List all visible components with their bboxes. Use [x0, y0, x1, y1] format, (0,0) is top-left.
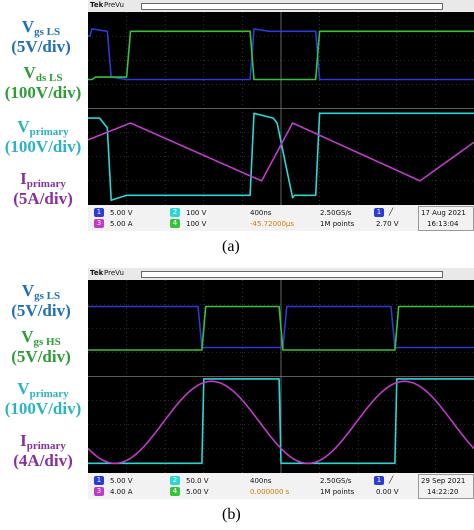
label-vprimary-b-pre: V: [17, 379, 30, 398]
ch4-scale-a: 100 V: [186, 220, 207, 228]
ch1-badge-a: 1: [94, 208, 104, 217]
ch2-scale-a: 100 V: [186, 209, 207, 217]
scope-plot-b: [88, 280, 474, 473]
label-iprimary-b-sub: primary: [26, 440, 66, 452]
trigger-slope-a: ╱: [389, 208, 394, 216]
record-bar-b: [141, 271, 443, 278]
trigger-slope-b: ╱: [389, 476, 394, 484]
mode-b: PreVu: [104, 269, 124, 277]
readout-b: 1 5.00 V 2 50.0 V 3 4.00 A 4 5.00 V 400n…: [88, 473, 474, 499]
offset-b: 0.000000 s: [250, 488, 290, 496]
trace-iprimary: [88, 380, 474, 465]
label-vgs-ls-b-sub: gs LS: [34, 290, 61, 302]
label-vprimary-b: Vprimary (100V/div): [2, 380, 84, 417]
panel-b: Vgs LS (5V/div) Vgs HS (5V/div) Vprimary…: [0, 268, 474, 530]
trace-vgs-hs: [88, 305, 474, 351]
ch2-badge-b: 2: [170, 476, 180, 485]
offset-a: -45.72000μs: [250, 220, 295, 228]
scope-plot-a: [88, 12, 474, 205]
label-vprimary-b-scale: (100V/div): [4, 399, 82, 418]
date-a: 17 Aug 2021: [421, 209, 466, 217]
label-vprimary-a-pre: V: [17, 117, 30, 136]
ch3-scale-a: 5.00 A: [110, 220, 133, 228]
trigger-badge-a: 1: [374, 208, 384, 217]
label-vgs-ls-b: Vgs LS (5V/div): [2, 282, 80, 319]
trace-vds-ls: [88, 30, 474, 81]
scope-topbar-b: Tek PreVu: [88, 268, 474, 280]
label-vgs-hs-b: Vgs HS (5V/div): [2, 328, 80, 365]
ch4-scale-b: 5.00 V: [186, 488, 209, 496]
points-a: 1M points: [320, 220, 355, 228]
label-vgs-hs-b-sub: gs HS: [33, 336, 61, 348]
trace-vgs-ls: [88, 28, 474, 81]
trace-iprimary: [88, 122, 474, 182]
ch2-scale-b: 50.0 V: [186, 477, 209, 485]
record-bar-a: [141, 3, 443, 10]
label-vgs-hs-b-pre: V: [21, 327, 34, 346]
ch4-badge-a: 4: [170, 219, 180, 228]
scope-screen-b: [88, 280, 474, 473]
trace-vprimary: [88, 378, 474, 465]
label-vprimary-b-sub: primary: [29, 388, 69, 400]
label-vprimary-a-sub: primary: [29, 126, 69, 138]
trace-vgs-ls: [88, 305, 474, 349]
label-iprimary-b-scale: (4A/div): [13, 451, 73, 470]
ch2-badge-a: 2: [170, 208, 180, 217]
readout-a: 1 5.00 V 2 100 V 3 5.00 A 4 100 V 400ns …: [88, 205, 474, 231]
label-vgs-ls-b-pre: V: [21, 281, 35, 300]
ch1-scale-a: 5.00 V: [110, 209, 133, 217]
timebase-a: 400ns: [250, 209, 272, 217]
trigger-level-b: 0.00 V: [376, 488, 399, 496]
points-b: 1M points: [320, 488, 355, 496]
ch3-scale-b: 4.00 A: [110, 488, 133, 496]
label-vprimary-a: Vprimary (100V/div): [2, 118, 84, 155]
brand-b: Tek: [90, 269, 104, 277]
label-vgs-ls: Vgs LS (5V/div): [2, 18, 80, 55]
caption-a: (a): [222, 238, 240, 255]
rate-b: 2.50GS/s: [320, 477, 352, 485]
trace-vprimary: [88, 112, 474, 201]
date-b: 29 Sep 2021: [421, 477, 466, 485]
rate-a: 2.50GS/s: [320, 209, 352, 217]
label-vds-ls: Vds LS (100V/div): [2, 64, 84, 101]
time-b: 14:22:20: [427, 488, 459, 496]
caption-b: (b): [222, 506, 241, 523]
panel-a: Vgs LS (5V/div) Vds LS (100V/div) Vprima…: [0, 0, 474, 262]
datetime-box-a: 17 Aug 2021 16:13:04: [418, 206, 474, 231]
ch4-badge-b: 4: [170, 487, 180, 496]
trigger-level-a: 2.70 V: [376, 220, 399, 228]
label-iprimary-a-sub: primary: [26, 178, 66, 190]
label-vgs-ls-pre: V: [21, 17, 35, 36]
ch3-badge-a: 3: [94, 219, 104, 228]
time-a: 16:13:04: [427, 220, 459, 228]
ch3-badge-b: 3: [94, 487, 104, 496]
label-vds-ls-pre: V: [23, 63, 36, 82]
scope-topbar-a: Tek PreVu: [88, 0, 474, 12]
ch1-badge-b: 1: [94, 476, 104, 485]
label-iprimary-a-scale: (5A/div): [13, 189, 73, 208]
label-vgs-ls-b-scale: (5V/div): [11, 301, 71, 320]
label-iprimary-a-pre: I: [20, 169, 27, 188]
trigger-channel-a: 1: [376, 208, 382, 216]
label-vprimary-a-scale: (100V/div): [4, 137, 82, 156]
label-vgs-ls-sub: gs LS: [34, 26, 61, 38]
trigger-channel-b: 1: [376, 476, 382, 484]
datetime-box-b: 29 Sep 2021 14:22:20: [418, 474, 474, 499]
ch1-scale-b: 5.00 V: [110, 477, 133, 485]
scope-screen-a: [88, 12, 474, 205]
mode-a: PreVu: [104, 1, 124, 9]
trigger-badge-b: 1: [374, 476, 384, 485]
label-iprimary-b: Iprimary (4A/div): [2, 432, 84, 469]
label-iprimary-b-pre: I: [20, 431, 27, 450]
label-vds-ls-scale: (100V/div): [4, 83, 82, 102]
label-iprimary-a: Iprimary (5A/div): [2, 170, 84, 207]
label-vds-ls-sub: ds LS: [35, 72, 63, 84]
brand-a: Tek: [90, 1, 104, 9]
label-vgs-hs-b-scale: (5V/div): [11, 347, 71, 366]
timebase-b: 400ns: [250, 477, 272, 485]
label-vgs-ls-scale: (5V/div): [11, 37, 71, 56]
